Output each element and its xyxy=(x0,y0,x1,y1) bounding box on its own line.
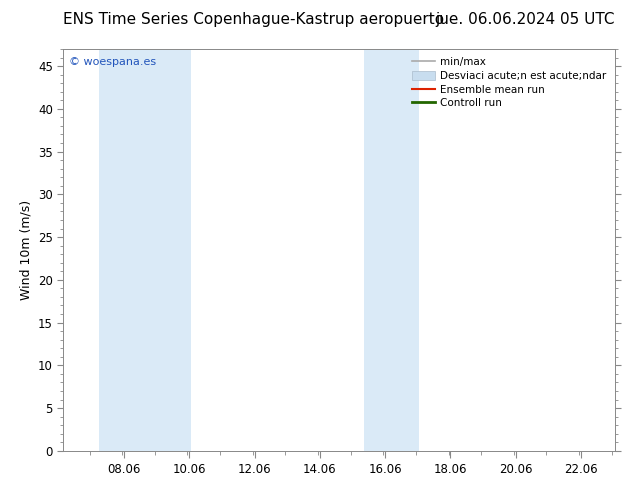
Text: ENS Time Series Copenhague-Kastrup aeropuerto: ENS Time Series Copenhague-Kastrup aerop… xyxy=(63,12,444,27)
Legend: min/max, Desviaci acute;n est acute;ndar, Ensemble mean run, Controll run: min/max, Desviaci acute;n est acute;ndar… xyxy=(409,54,610,111)
Text: jue. 06.06.2024 05 UTC: jue. 06.06.2024 05 UTC xyxy=(436,12,615,27)
Y-axis label: Wind 10m (m/s): Wind 10m (m/s) xyxy=(20,200,32,300)
Text: © woespana.es: © woespana.es xyxy=(69,57,156,67)
Bar xyxy=(364,49,419,451)
Bar xyxy=(100,49,191,451)
